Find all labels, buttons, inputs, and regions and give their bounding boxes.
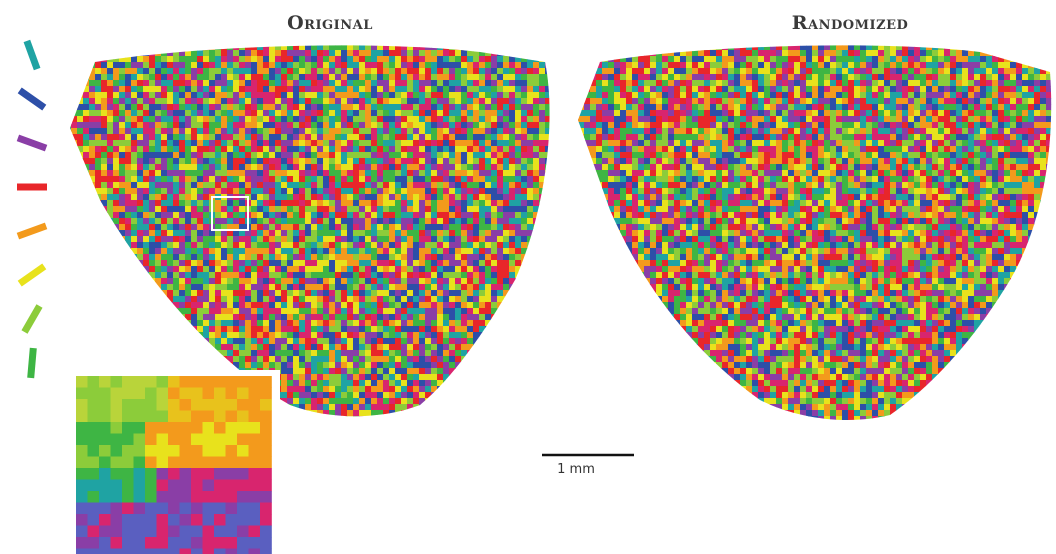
legend-orientation-bar [27, 347, 37, 379]
orientation-map-randomized [578, 45, 1052, 421]
zoom-inset [70, 370, 280, 554]
scale-bar-label: 1 mm [557, 462, 595, 477]
panel-title-randomized: Randomized [791, 12, 909, 34]
legend-orientation-bar [17, 263, 47, 287]
legend-orientation-bar [21, 304, 43, 334]
legend-orientation-bar [16, 134, 48, 152]
zoom-region-box [211, 196, 249, 231]
orientation-map-original [70, 45, 550, 417]
legend-orientation-bar [17, 87, 47, 111]
panel-title-original: Original [287, 12, 373, 34]
orientation-legend [16, 39, 48, 379]
legend-orientation-bar [23, 39, 41, 71]
legend-orientation-bar [16, 222, 48, 240]
